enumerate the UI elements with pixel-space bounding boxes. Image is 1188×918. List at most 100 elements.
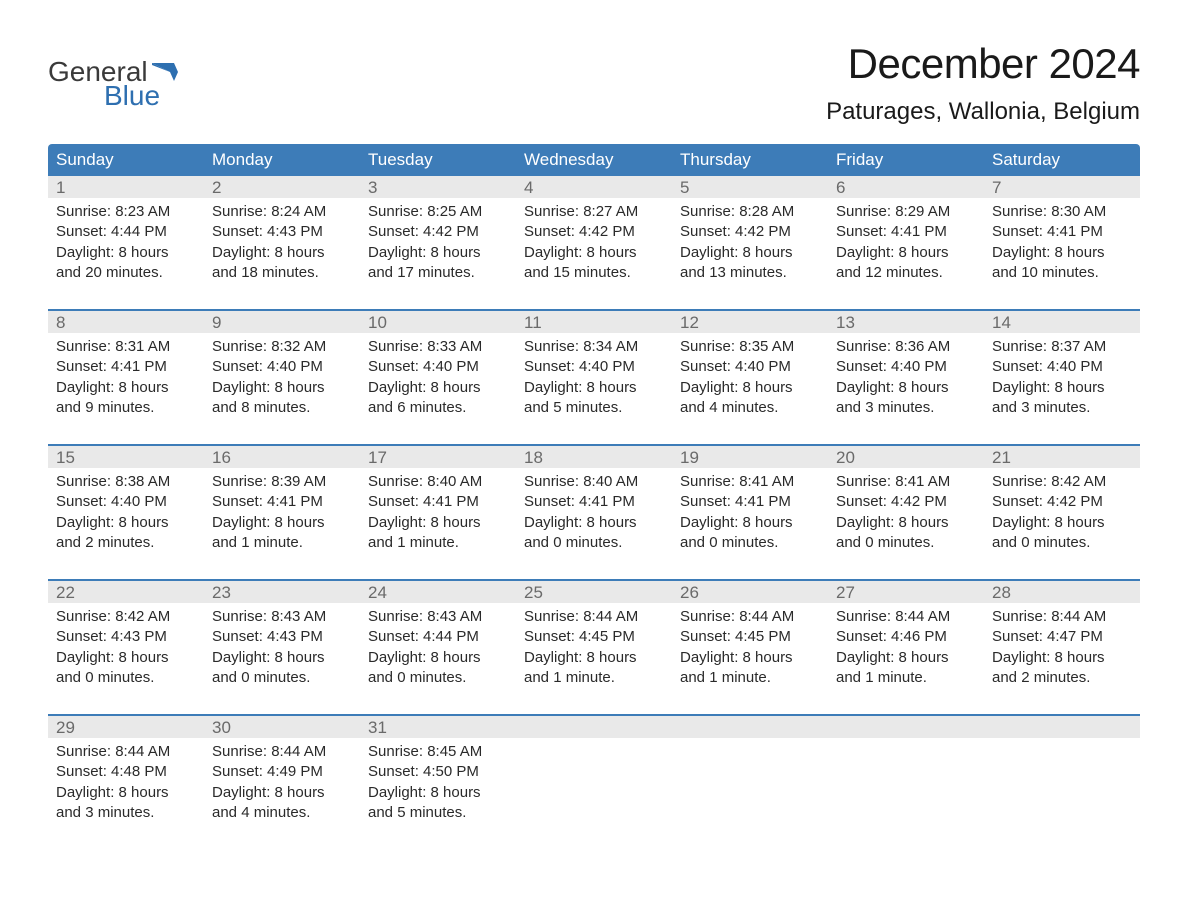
day-day2: and 1 minute.	[524, 668, 664, 688]
day-sunset: Sunset: 4:42 PM	[680, 222, 820, 242]
day-content: Sunrise: 8:43 AMSunset: 4:43 PMDaylight:…	[204, 603, 360, 688]
content-row: Sunrise: 8:23 AMSunset: 4:44 PMDaylight:…	[48, 198, 1140, 283]
day-number: 27	[828, 581, 984, 603]
day-number: 20	[828, 446, 984, 468]
day-content: Sunrise: 8:44 AMSunset: 4:47 PMDaylight:…	[984, 603, 1140, 688]
logo-flag-icon	[152, 63, 178, 81]
day-sunset: Sunset: 4:43 PM	[212, 222, 352, 242]
day-content: Sunrise: 8:25 AMSunset: 4:42 PMDaylight:…	[360, 198, 516, 283]
day-sunrise: Sunrise: 8:31 AM	[56, 337, 196, 357]
day-day1: Daylight: 8 hours	[524, 243, 664, 263]
day-day2: and 0 minutes.	[992, 533, 1132, 553]
day-content: Sunrise: 8:45 AMSunset: 4:50 PMDaylight:…	[360, 738, 516, 823]
content-row: Sunrise: 8:31 AMSunset: 4:41 PMDaylight:…	[48, 333, 1140, 418]
day-day2: and 2 minutes.	[56, 533, 196, 553]
day-day1: Daylight: 8 hours	[992, 378, 1132, 398]
day-number: 25	[516, 581, 672, 603]
day-number: 14	[984, 311, 1140, 333]
day-sunrise: Sunrise: 8:35 AM	[680, 337, 820, 357]
day-day1: Daylight: 8 hours	[368, 378, 508, 398]
day-sunset: Sunset: 4:48 PM	[56, 762, 196, 782]
day-day1: Daylight: 8 hours	[212, 513, 352, 533]
weekday-cell: Wednesday	[516, 144, 672, 176]
day-sunrise: Sunrise: 8:40 AM	[524, 472, 664, 492]
day-number: 13	[828, 311, 984, 333]
day-sunrise: Sunrise: 8:42 AM	[56, 607, 196, 627]
day-day1: Daylight: 8 hours	[992, 513, 1132, 533]
day-day1: Daylight: 8 hours	[680, 513, 820, 533]
day-number: 24	[360, 581, 516, 603]
day-day2: and 3 minutes.	[836, 398, 976, 418]
day-sunrise: Sunrise: 8:27 AM	[524, 202, 664, 222]
day-number: 18	[516, 446, 672, 468]
day-day2: and 8 minutes.	[212, 398, 352, 418]
day-number: 16	[204, 446, 360, 468]
day-day2: and 5 minutes.	[524, 398, 664, 418]
day-day2: and 0 minutes.	[56, 668, 196, 688]
day-sunrise: Sunrise: 8:42 AM	[992, 472, 1132, 492]
weekday-header-row: SundayMondayTuesdayWednesdayThursdayFrid…	[48, 144, 1140, 176]
day-content: Sunrise: 8:32 AMSunset: 4:40 PMDaylight:…	[204, 333, 360, 418]
day-day2: and 1 minute.	[368, 533, 508, 553]
weekday-cell: Sunday	[48, 144, 204, 176]
day-sunset: Sunset: 4:41 PM	[992, 222, 1132, 242]
content-row: Sunrise: 8:42 AMSunset: 4:43 PMDaylight:…	[48, 603, 1140, 688]
day-sunrise: Sunrise: 8:33 AM	[368, 337, 508, 357]
day-number: 31	[360, 716, 516, 738]
day-sunrise: Sunrise: 8:40 AM	[368, 472, 508, 492]
day-content: Sunrise: 8:30 AMSunset: 4:41 PMDaylight:…	[984, 198, 1140, 283]
day-number	[516, 716, 672, 738]
day-number	[672, 716, 828, 738]
day-sunrise: Sunrise: 8:44 AM	[992, 607, 1132, 627]
day-sunrise: Sunrise: 8:44 AM	[524, 607, 664, 627]
day-sunset: Sunset: 4:42 PM	[836, 492, 976, 512]
day-day2: and 10 minutes.	[992, 263, 1132, 283]
day-sunrise: Sunrise: 8:43 AM	[212, 607, 352, 627]
day-day1: Daylight: 8 hours	[524, 378, 664, 398]
day-day1: Daylight: 8 hours	[680, 648, 820, 668]
day-day2: and 6 minutes.	[368, 398, 508, 418]
day-sunset: Sunset: 4:41 PM	[368, 492, 508, 512]
day-day1: Daylight: 8 hours	[212, 378, 352, 398]
weekday-cell: Thursday	[672, 144, 828, 176]
day-content: Sunrise: 8:28 AMSunset: 4:42 PMDaylight:…	[672, 198, 828, 283]
day-sunrise: Sunrise: 8:44 AM	[212, 742, 352, 762]
day-day1: Daylight: 8 hours	[212, 648, 352, 668]
day-sunrise: Sunrise: 8:44 AM	[680, 607, 820, 627]
day-content: Sunrise: 8:27 AMSunset: 4:42 PMDaylight:…	[516, 198, 672, 283]
day-day2: and 0 minutes.	[212, 668, 352, 688]
day-sunset: Sunset: 4:44 PM	[56, 222, 196, 242]
day-number: 15	[48, 446, 204, 468]
day-sunset: Sunset: 4:42 PM	[992, 492, 1132, 512]
day-number: 22	[48, 581, 204, 603]
day-sunset: Sunset: 4:41 PM	[836, 222, 976, 242]
day-content: Sunrise: 8:24 AMSunset: 4:43 PMDaylight:…	[204, 198, 360, 283]
day-number: 19	[672, 446, 828, 468]
day-sunrise: Sunrise: 8:38 AM	[56, 472, 196, 492]
day-content: Sunrise: 8:44 AMSunset: 4:49 PMDaylight:…	[204, 738, 360, 823]
day-content	[516, 738, 672, 823]
daynum-row: 1234567	[48, 176, 1140, 198]
day-content: Sunrise: 8:40 AMSunset: 4:41 PMDaylight:…	[360, 468, 516, 553]
day-day2: and 13 minutes.	[680, 263, 820, 283]
day-day1: Daylight: 8 hours	[680, 243, 820, 263]
day-content: Sunrise: 8:35 AMSunset: 4:40 PMDaylight:…	[672, 333, 828, 418]
weekday-cell: Tuesday	[360, 144, 516, 176]
day-day1: Daylight: 8 hours	[836, 648, 976, 668]
day-day1: Daylight: 8 hours	[368, 513, 508, 533]
day-content: Sunrise: 8:39 AMSunset: 4:41 PMDaylight:…	[204, 468, 360, 553]
day-content: Sunrise: 8:37 AMSunset: 4:40 PMDaylight:…	[984, 333, 1140, 418]
logo: General Blue	[48, 40, 178, 112]
day-day1: Daylight: 8 hours	[368, 783, 508, 803]
day-sunset: Sunset: 4:44 PM	[368, 627, 508, 647]
day-sunset: Sunset: 4:42 PM	[524, 222, 664, 242]
day-number: 17	[360, 446, 516, 468]
day-content: Sunrise: 8:44 AMSunset: 4:46 PMDaylight:…	[828, 603, 984, 688]
day-sunrise: Sunrise: 8:45 AM	[368, 742, 508, 762]
day-content	[984, 738, 1140, 823]
day-sunrise: Sunrise: 8:36 AM	[836, 337, 976, 357]
day-number: 9	[204, 311, 360, 333]
day-day2: and 0 minutes.	[680, 533, 820, 553]
day-sunset: Sunset: 4:41 PM	[680, 492, 820, 512]
day-day2: and 0 minutes.	[524, 533, 664, 553]
